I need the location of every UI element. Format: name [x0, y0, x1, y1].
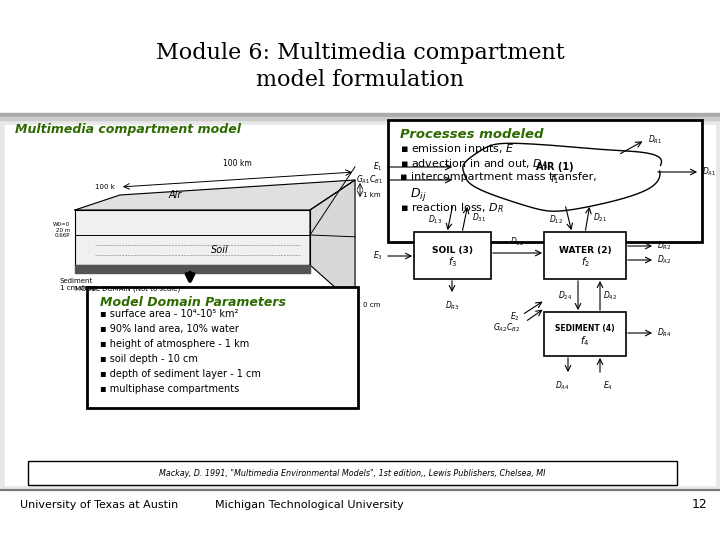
- FancyBboxPatch shape: [544, 312, 626, 356]
- Text: $D_{R2}$: $D_{R2}$: [657, 240, 672, 252]
- Polygon shape: [75, 180, 355, 210]
- Text: SEDIMENT (4): SEDIMENT (4): [555, 325, 615, 334]
- Text: 12: 12: [692, 498, 708, 511]
- Text: $D_{12}$: $D_{12}$: [549, 214, 563, 226]
- Text: ▪ emission inputs, $E$: ▪ emission inputs, $E$: [400, 142, 514, 156]
- Text: $D_{A1}$: $D_{A1}$: [702, 166, 716, 178]
- Text: $D_{32}$: $D_{32}$: [510, 235, 524, 248]
- Bar: [0, 113, 720, 116]
- Text: $f_3$: $f_3$: [448, 255, 457, 269]
- Polygon shape: [310, 180, 355, 305]
- Text: 100 km: 100 km: [223, 159, 252, 168]
- Text: ▪ reaction loss, $D_R$: ▪ reaction loss, $D_R$: [400, 201, 504, 215]
- Text: $D_{R1}$: $D_{R1}$: [648, 134, 662, 146]
- Text: $E_3$: $E_3$: [373, 249, 383, 262]
- Text: $f_1$: $f_1$: [551, 172, 559, 186]
- Text: 0 cm: 0 cm: [363, 302, 380, 308]
- Bar: [5, 125, 715, 485]
- Text: ▪ intercompartment mass transfer,: ▪ intercompartment mass transfer,: [400, 172, 597, 182]
- Bar: [75, 265, 310, 273]
- Text: 100 k: 100 k: [95, 184, 115, 190]
- Text: Michigan Technological University: Michigan Technological University: [215, 500, 404, 510]
- Text: SOIL (3): SOIL (3): [432, 246, 473, 255]
- Text: MODEL DOMAIN (Not to scale): MODEL DOMAIN (Not to scale): [75, 285, 180, 292]
- Text: Multimedia compartment model: Multimedia compartment model: [15, 124, 241, 137]
- Text: $G_{A2}C_{B2}$: $G_{A2}C_{B2}$: [493, 322, 520, 334]
- Text: Soil: Soil: [211, 245, 229, 255]
- Text: $D_{R4}$: $D_{R4}$: [657, 327, 672, 339]
- Bar: [0, 120, 720, 490]
- Text: Module 6: Multimedia compartment: Module 6: Multimedia compartment: [156, 42, 564, 64]
- Bar: [0, 117, 720, 120]
- Text: ▪ height of atmosphere - 1 km: ▪ height of atmosphere - 1 km: [100, 339, 249, 349]
- Text: $D_{ij}$: $D_{ij}$: [410, 186, 426, 203]
- Text: WATER (2): WATER (2): [559, 246, 611, 255]
- Text: Mackay, D. 1991, "Multimedia Environmental Models", 1st edition,, Lewis Publishe: Mackay, D. 1991, "Multimedia Environment…: [158, 469, 545, 477]
- Text: $f_2$: $f_2$: [580, 255, 590, 269]
- Text: Processes modeled: Processes modeled: [400, 128, 544, 141]
- Text: $E_2$: $E_2$: [510, 310, 520, 323]
- Text: $D_{31}$: $D_{31}$: [472, 212, 486, 224]
- Text: $D_{13}$: $D_{13}$: [428, 214, 442, 226]
- Text: $D_{21}$: $D_{21}$: [593, 212, 607, 224]
- Text: AIR (1): AIR (1): [536, 162, 574, 172]
- Text: Air: Air: [168, 190, 181, 200]
- Text: Sediment
1 cm deep: Sediment 1 cm deep: [60, 278, 97, 291]
- FancyBboxPatch shape: [28, 461, 677, 485]
- Text: $G_{A1}  C_{B1}$: $G_{A1} C_{B1}$: [356, 174, 383, 186]
- Text: Model Domain Parameters: Model Domain Parameters: [100, 296, 286, 309]
- Text: ▪ soil depth - 10 cm: ▪ soil depth - 10 cm: [100, 354, 198, 364]
- FancyBboxPatch shape: [388, 120, 702, 242]
- Text: ▪ multiphase compartments: ▪ multiphase compartments: [100, 384, 239, 394]
- FancyBboxPatch shape: [87, 287, 358, 408]
- FancyBboxPatch shape: [414, 232, 491, 279]
- Text: ▪ surface area - 10⁴-10⁵ km²: ▪ surface area - 10⁴-10⁵ km²: [100, 309, 238, 319]
- Text: ▪ advection in and out, $D_A$: ▪ advection in and out, $D_A$: [400, 157, 548, 171]
- Text: W0=0
20 m
0.66P: W0=0 20 m 0.66P: [53, 222, 70, 238]
- Text: University of Texas at Austin: University of Texas at Austin: [20, 500, 179, 510]
- Text: ▪ 90% land area, 10% water: ▪ 90% land area, 10% water: [100, 324, 239, 334]
- Text: $D_{R3}$: $D_{R3}$: [445, 300, 459, 313]
- Text: $E_4$: $E_4$: [603, 380, 613, 393]
- Text: $D_{A2}$: $D_{A2}$: [657, 254, 672, 266]
- Bar: [0, 0, 720, 110]
- Text: $E_1$: $E_1$: [373, 161, 383, 173]
- Text: ▪ depth of sediment layer - 1 cm: ▪ depth of sediment layer - 1 cm: [100, 369, 261, 379]
- Polygon shape: [463, 143, 662, 211]
- Text: $D_{24}$: $D_{24}$: [558, 290, 572, 302]
- Text: model formulation: model formulation: [256, 69, 464, 91]
- Text: $D_{A4}$: $D_{A4}$: [554, 380, 570, 393]
- Text: 1 km: 1 km: [363, 192, 381, 198]
- Text: $f_4$: $f_4$: [580, 334, 590, 348]
- FancyBboxPatch shape: [544, 232, 626, 279]
- Polygon shape: [75, 210, 310, 265]
- Text: $D_{42}$: $D_{42}$: [603, 290, 617, 302]
